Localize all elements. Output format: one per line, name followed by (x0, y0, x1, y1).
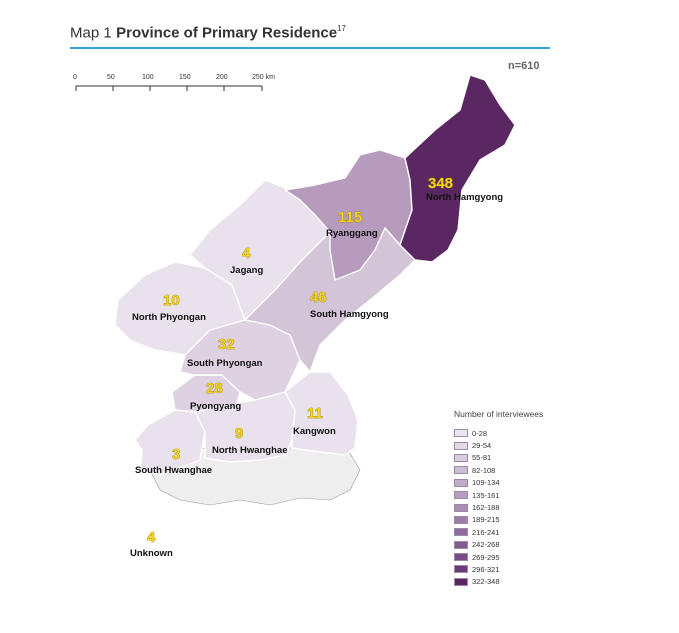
legend-title: Number of interviewees (454, 409, 544, 419)
scale-tick-label: 150 (179, 74, 191, 81)
legend-swatch (454, 466, 468, 475)
count-north-hwanghae: 9 (235, 425, 243, 442)
legend-label: 55-81 (472, 453, 492, 463)
legend-row: 269-295 (454, 551, 584, 563)
count-south-phyongan: 32 (218, 336, 235, 353)
legend-swatch (454, 553, 468, 562)
legend-label: 322-348 (472, 577, 500, 587)
legend-swatch (454, 515, 468, 524)
province-north-phyongan[interactable] (114, 261, 246, 356)
scale-bar: 0 50 100 150 200 250 km (73, 74, 275, 91)
legend-swatch (454, 478, 468, 487)
label-unknown: Unknown (130, 548, 173, 559)
province-kangwon[interactable] (284, 371, 359, 456)
label-kangwon: Kangwon (293, 426, 336, 437)
sample-size-label: n=610 (508, 60, 540, 72)
count-north-phyongan: 10 (163, 292, 180, 309)
legend-label: 135-161 (472, 490, 500, 500)
scale-tick-label: 50 (107, 74, 115, 81)
legend-swatch (454, 565, 468, 574)
legend-row: 242-268 (454, 539, 584, 551)
label-north-hwanghae: North Hwanghae (212, 445, 287, 456)
label-south-hwanghae: South Hwanghae (135, 465, 212, 476)
legend-label: 0-28 (472, 428, 488, 438)
legend-label: 296-321 (472, 564, 500, 574)
legend-swatch (454, 528, 468, 537)
legend-swatch (454, 491, 468, 500)
legend-row: 216-241 (454, 526, 584, 538)
header-divider (70, 47, 550, 49)
legend-swatch (454, 540, 468, 549)
legend-row: 296-321 (454, 563, 584, 575)
legend-row: 189-215 (454, 514, 584, 526)
count-unknown: 4 (147, 529, 156, 546)
legend-row: 29-54 (454, 439, 584, 451)
legend-row: 55-81 (454, 452, 584, 464)
scale-tick-label: 200 (216, 74, 228, 81)
count-south-hwanghae: 3 (172, 446, 180, 463)
count-jagang: 4 (242, 245, 251, 262)
legend-row: 135-161 (454, 489, 584, 501)
province-north-hwanghae[interactable] (194, 391, 296, 463)
province-north-hamgyong[interactable] (399, 74, 516, 263)
count-south-hamgyong: 46 (310, 289, 327, 306)
label-north-hamgyong: North Hamgyong (426, 192, 503, 203)
count-kangwon: 11 (307, 405, 323, 422)
count-ryanggang: 115 (338, 209, 362, 226)
legend-row: 162-188 (454, 501, 584, 513)
label-south-phyongan: South Phyongan (187, 358, 263, 369)
map-legend: Number of interviewees 0-28 29-54 55-81 82-… (454, 409, 584, 588)
scale-tick-label: 0 (73, 74, 77, 81)
scale-tick-label: 250 km (252, 74, 275, 81)
count-north-hamgyong: 348 (428, 175, 453, 192)
legend-row: 82-108 (454, 464, 584, 476)
legend-items: 0-28 29-54 55-81 82-108 109-134 135-161 162-18… (454, 427, 584, 588)
label-ryanggang: Ryanggang (326, 228, 378, 239)
legend-label: 189-215 (472, 515, 500, 525)
label-pyongyang: Pyongyang (190, 401, 241, 412)
legend-swatch (454, 429, 468, 438)
scale-tick-label: 100 (142, 74, 154, 81)
province-ryanggang[interactable] (284, 149, 413, 281)
label-south-hamgyong: South Hamgyong (310, 309, 389, 320)
legend-row: 0-28 (454, 427, 584, 439)
legend-label: 109-134 (472, 478, 500, 488)
legend-label: 216-241 (472, 527, 500, 537)
label-north-phyongan: North Phyongan (132, 312, 206, 323)
legend-label: 82-108 (472, 465, 496, 475)
title-footnote: 17 (337, 24, 346, 33)
legend-label: 162-188 (472, 503, 500, 513)
legend-label: 269-295 (472, 552, 500, 562)
legend-row: 109-134 (454, 477, 584, 489)
legend-label: 29-54 (472, 441, 492, 451)
map-title: Province of Primary Residence (116, 24, 338, 42)
count-pyongyang: 28 (206, 380, 223, 397)
map-header: Map 1 Province of Primary Residence17 (70, 24, 550, 50)
legend-swatch (454, 453, 468, 462)
legend-row: 322-348 (454, 576, 584, 588)
map-number: Map 1 (70, 24, 112, 42)
legend-label: 242-268 (472, 540, 500, 550)
legend-swatch (454, 503, 468, 512)
legend-swatch (454, 441, 468, 450)
legend-swatch (454, 577, 468, 586)
label-jagang: Jagang (230, 265, 263, 276)
